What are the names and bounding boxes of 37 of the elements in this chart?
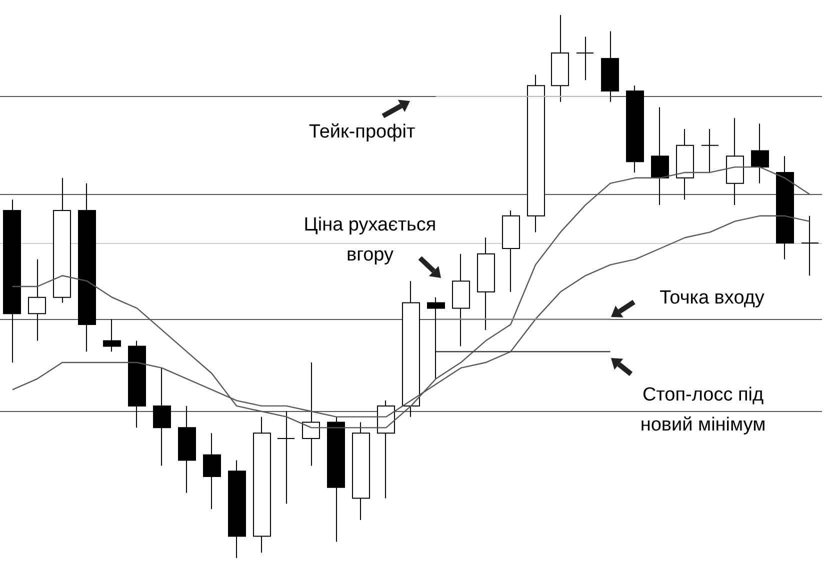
candlestick bbox=[128, 340, 146, 428]
candlestick bbox=[601, 30, 619, 102]
candlestick bbox=[477, 237, 495, 330]
candlestick bbox=[801, 215, 819, 276]
candlestick bbox=[502, 210, 520, 292]
candlestick bbox=[3, 199, 21, 364]
candlestick bbox=[651, 106, 669, 206]
annotation: Тейк-профіт bbox=[308, 122, 416, 142]
candlestick bbox=[78, 182, 96, 352]
candlestick bbox=[751, 123, 769, 184]
candlestick bbox=[377, 400, 395, 499]
annotation: Стоп-лосс під новий мінімум bbox=[640, 384, 766, 436]
candlestick bbox=[53, 177, 71, 304]
candlestick bbox=[576, 36, 594, 81]
candlestick bbox=[153, 367, 171, 466]
candlestick bbox=[551, 14, 569, 102]
candlestick bbox=[327, 416, 345, 542]
candlestick bbox=[402, 280, 420, 418]
candlestick bbox=[676, 128, 694, 200]
candlestick bbox=[701, 128, 719, 173]
candlestick bbox=[352, 422, 370, 520]
candlestick bbox=[527, 74, 545, 233]
candlestick bbox=[302, 362, 320, 466]
candlestick bbox=[626, 85, 644, 173]
candlestick bbox=[28, 258, 46, 342]
candlestick bbox=[178, 405, 196, 494]
candlestick bbox=[726, 118, 744, 206]
candlestick bbox=[776, 156, 794, 260]
annotation: Точка входу bbox=[660, 288, 765, 308]
candlestick bbox=[228, 460, 246, 558]
candlestick bbox=[277, 410, 295, 504]
candlestick bbox=[203, 432, 221, 510]
candlestick bbox=[103, 318, 121, 352]
candlestick bbox=[253, 416, 271, 554]
candlestick bbox=[427, 296, 445, 380]
annotation: Ціна рухається вгору bbox=[304, 214, 436, 266]
candlestick bbox=[452, 253, 470, 347]
